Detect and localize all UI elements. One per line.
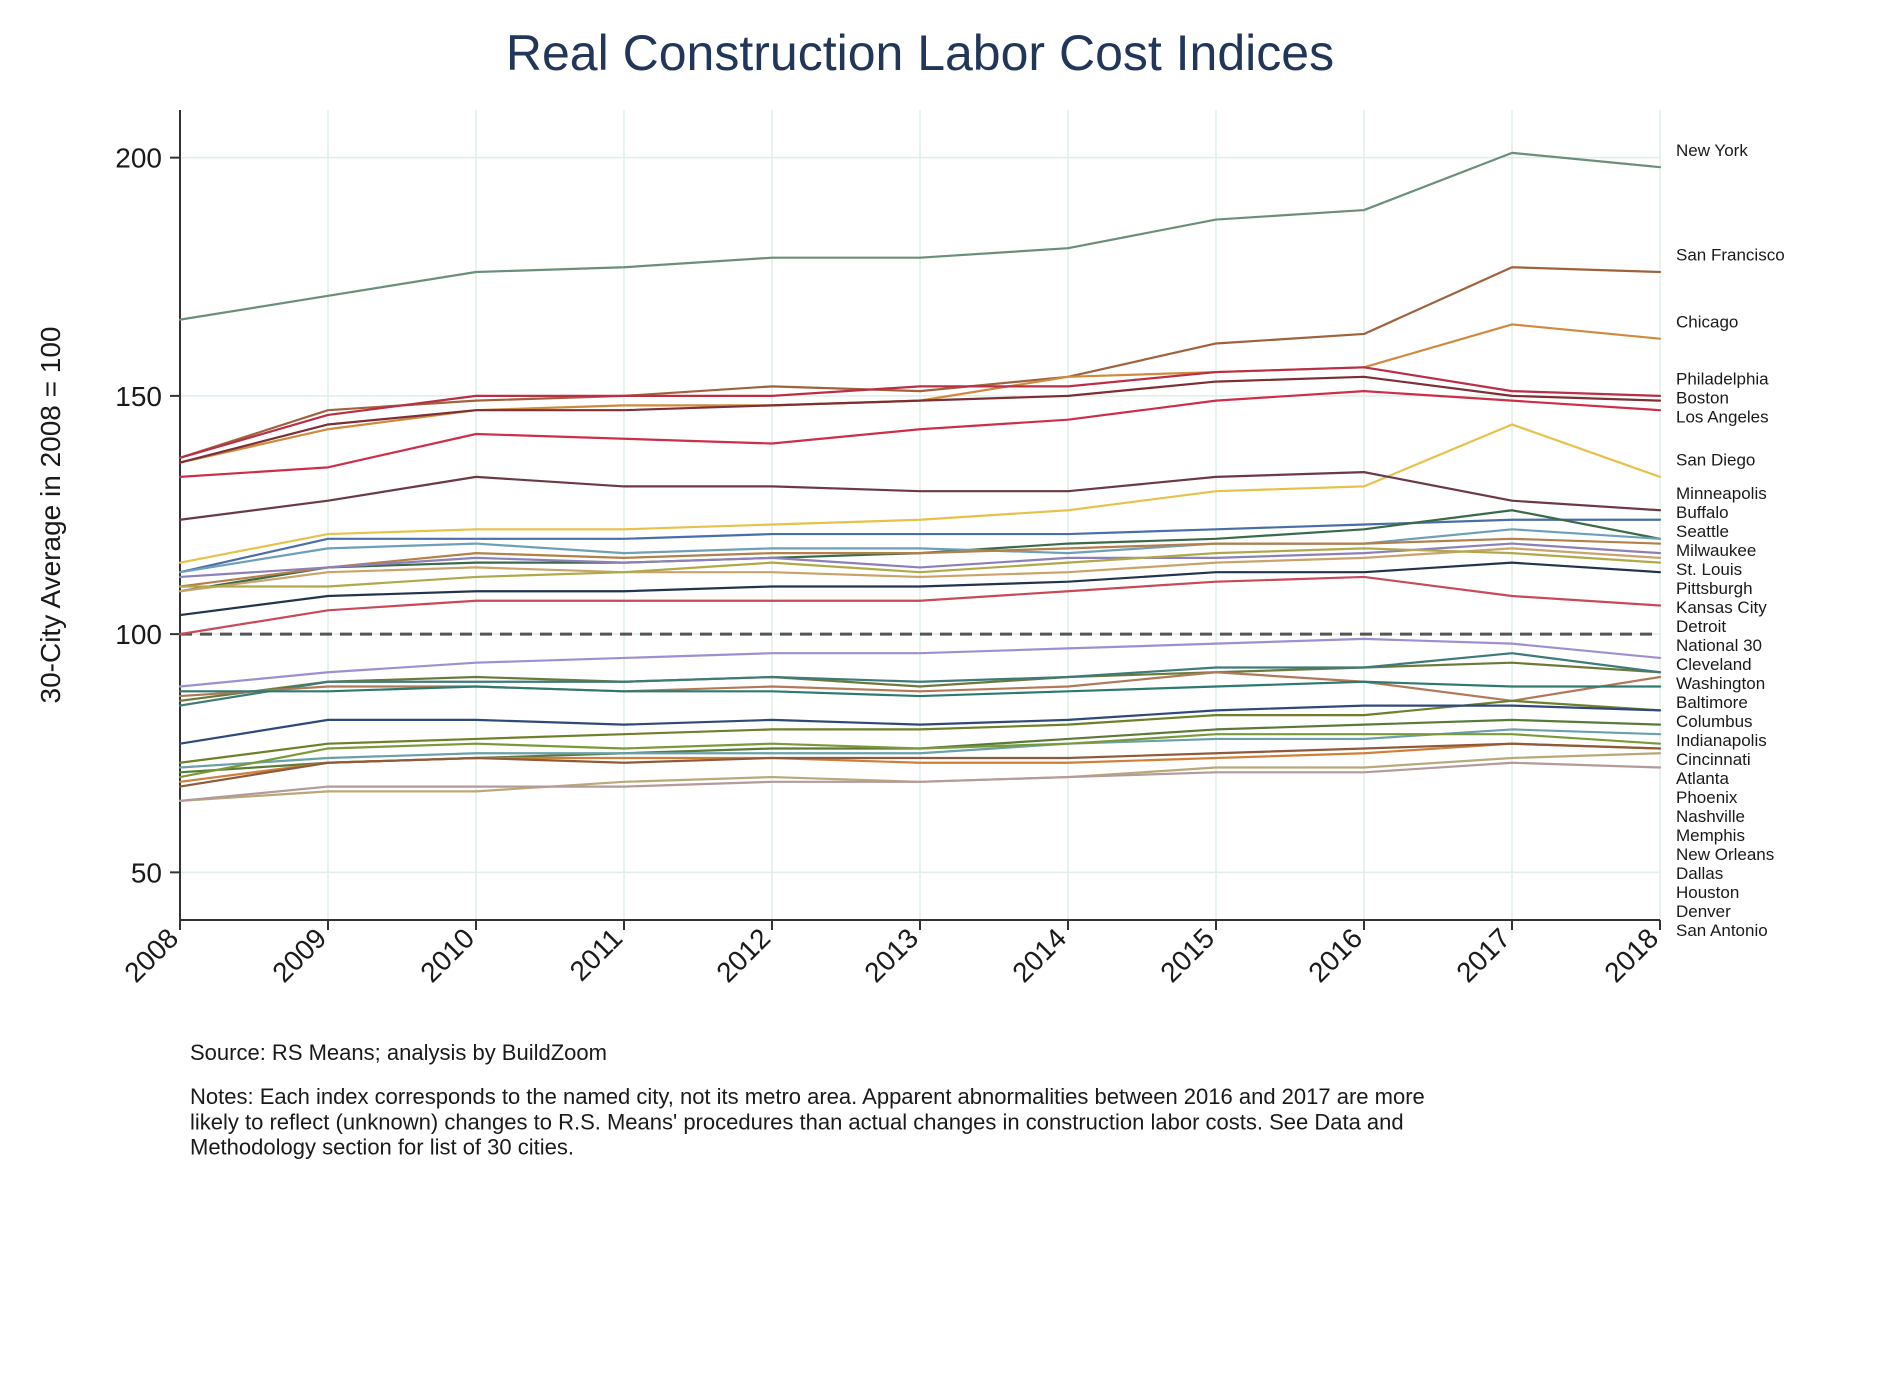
y-tick-label: 200: [115, 143, 162, 174]
series-label: New York: [1676, 141, 1748, 160]
series-label: San Francisco: [1676, 246, 1785, 265]
series-label: Boston: [1676, 389, 1729, 408]
series-label: Denver: [1676, 902, 1731, 921]
series-label: Baltimore: [1676, 693, 1748, 712]
notes-line: Notes: Each index corresponds to the nam…: [190, 1084, 1425, 1109]
series-label: National 30: [1676, 636, 1762, 655]
series-label: Pittsburgh: [1676, 579, 1753, 598]
series-label: Columbus: [1676, 712, 1753, 731]
chart-root: Real Construction Labor Cost Indices 50 10…: [0, 0, 1904, 1390]
series-label: Philadelphia: [1676, 370, 1769, 389]
series-label: Minneapolis: [1676, 484, 1767, 503]
notes-line: likely to reflect (unknown) changes to R…: [190, 1109, 1404, 1134]
series-label: Milwaukee: [1676, 541, 1756, 560]
y-tick-label: 100: [115, 619, 162, 650]
series-label: San Diego: [1676, 451, 1755, 470]
series-label: Phoenix: [1676, 788, 1738, 807]
series-label: Nashville: [1676, 807, 1745, 826]
series-label: Detroit: [1676, 617, 1726, 636]
series-label: Atlanta: [1676, 769, 1729, 788]
series-label: Buffalo: [1676, 503, 1729, 522]
y-tick-label: 150: [115, 381, 162, 412]
series-label: Cleveland: [1676, 655, 1752, 674]
series-label: St. Louis: [1676, 560, 1742, 579]
series-label: Kansas City: [1676, 598, 1767, 617]
y-axis-label: 30-City Average in 2008 = 100: [35, 327, 66, 704]
series-label: Memphis: [1676, 826, 1745, 845]
series-label: New Orleans: [1676, 845, 1774, 864]
series-label: Los Angeles: [1676, 408, 1769, 427]
source-text: Source: RS Means; analysis by BuildZoom: [190, 1040, 607, 1065]
series-label: Houston: [1676, 883, 1739, 902]
series-label: Chicago: [1676, 312, 1738, 331]
y-tick-label: 50: [131, 857, 162, 888]
series-label: Dallas: [1676, 864, 1723, 883]
series-label: Indianapolis: [1676, 731, 1767, 750]
series-label: Cincinnati: [1676, 750, 1751, 769]
series-label: Washington: [1676, 674, 1765, 693]
notes-line: Methodology section for list of 30 citie…: [190, 1135, 574, 1160]
series-label: Seattle: [1676, 522, 1729, 541]
chart-title: Real Construction Labor Cost Indices: [506, 25, 1334, 81]
series-label: San Antonio: [1676, 921, 1768, 940]
